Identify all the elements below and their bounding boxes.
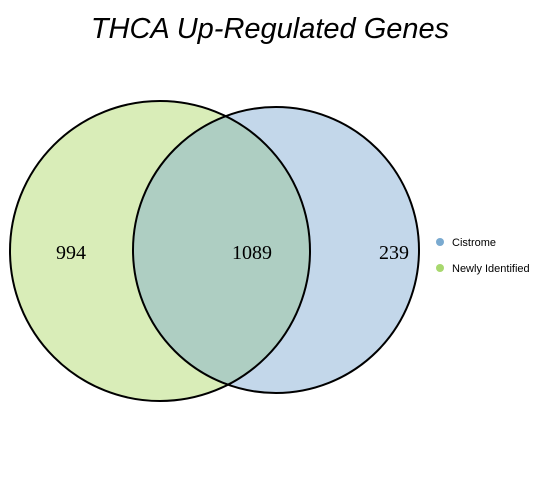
count-intersection: 1089 bbox=[232, 242, 272, 264]
legend-newly-identified-label: Newly Identified bbox=[452, 263, 530, 275]
newly-identified-outline bbox=[9, 100, 311, 402]
legend-newly-identified-marker bbox=[436, 264, 444, 272]
legend: Cistrome Newly Identified bbox=[436, 237, 530, 275]
legend-cistrome-label: Cistrome bbox=[452, 237, 496, 249]
count-newly-identified-only: 994 bbox=[56, 242, 86, 264]
cistrome-outline bbox=[132, 106, 420, 394]
legend-cistrome-marker bbox=[436, 238, 444, 246]
chart-title: THCA Up-Regulated Genes bbox=[91, 13, 449, 45]
count-cistrome-only: 239 bbox=[379, 242, 409, 264]
intersection-region bbox=[133, 107, 310, 393]
